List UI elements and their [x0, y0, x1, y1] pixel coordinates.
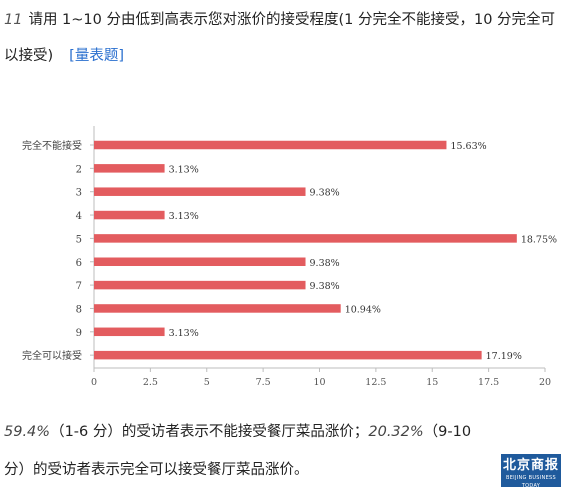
conclusion-range-low: （1-6 分） [50, 424, 122, 440]
data-label: 9.38% [310, 281, 340, 292]
data-label: 9.38% [310, 188, 340, 199]
x-tick-label: 15 [426, 377, 438, 388]
bar [94, 140, 447, 150]
bar [94, 350, 482, 360]
bar [94, 210, 165, 220]
conclusion-text: 59.4%（1-6 分）的受访者表示不能接受餐厅菜品涨价；20.32%（9-10… [4, 413, 492, 489]
x-tick-label: 20 [539, 377, 551, 388]
category-label: 8 [76, 304, 82, 315]
conclusion-text-high: 的受访者表示完全可以接受餐厅菜品涨价。 [33, 462, 309, 478]
data-label: 3.13% [169, 328, 199, 339]
bar [94, 257, 306, 266]
bar [94, 164, 165, 173]
question-type-link[interactable]: [量表题] [69, 48, 124, 64]
category-label: 5 [76, 234, 82, 245]
conclusion-pct-low: 59.4% [4, 424, 51, 440]
x-tick-label: 10 [313, 377, 325, 388]
bar [94, 280, 306, 290]
category-label: 7 [76, 281, 82, 292]
bar [94, 304, 341, 313]
category-label: 6 [76, 258, 82, 269]
question-number: 11 [4, 12, 23, 28]
category-label: 9 [76, 328, 82, 339]
data-label: 17.19% [486, 351, 522, 362]
bar [94, 327, 165, 337]
x-tick-label: 17.5 [478, 377, 499, 388]
data-label: 10.94% [345, 304, 381, 315]
data-label: 3.13% [169, 211, 199, 222]
category-label: 2 [76, 164, 82, 175]
category-label: 完全不能接受 [22, 139, 82, 152]
data-label: 3.13% [169, 164, 199, 175]
x-tick-label: 5 [204, 377, 210, 388]
question-title: 11 请用 1~10 分由低到高表示您对涨价的接受程度(1 分完全不能接受，10 … [4, 2, 562, 74]
x-tick-label: 2.5 [143, 377, 158, 388]
conclusion-range-high: （9-10 分） [4, 424, 472, 478]
bar [94, 234, 517, 243]
bar [94, 187, 306, 196]
x-tick-label: 12.5 [365, 377, 386, 388]
category-label: 完全可以接受 [22, 349, 82, 362]
logo-chinese-name: 北京商报 [502, 458, 559, 473]
bar-chart: 0 2.5 5 7.5 10 12.5 15 17.5 20 完全不能接受 15.63% 2 3.13%… [22, 126, 557, 388]
data-label: 15.63% [450, 141, 486, 152]
question-text: 请用 1~10 分由低到高表示您对涨价的接受程度(1 分完全不能接受，10 分完… [4, 12, 556, 64]
logo-english-name: BEIJING BUSINESS TODAY [505, 475, 556, 489]
category-label: 3 [76, 188, 82, 199]
category-label: 4 [76, 211, 82, 222]
conclusion-pct-high: 20.32% [368, 424, 424, 440]
data-label: 18.75% [521, 234, 557, 245]
conclusion-text-low: 的受访者表示不能接受餐厅菜品涨价； [121, 424, 369, 440]
x-tick-label: 0 [91, 377, 97, 388]
x-tick-label: 7.5 [256, 377, 271, 388]
beijing-business-today-logo: 北京商报 BEIJING BUSINESS TODAY [501, 454, 561, 489]
data-label: 9.38% [310, 258, 340, 269]
